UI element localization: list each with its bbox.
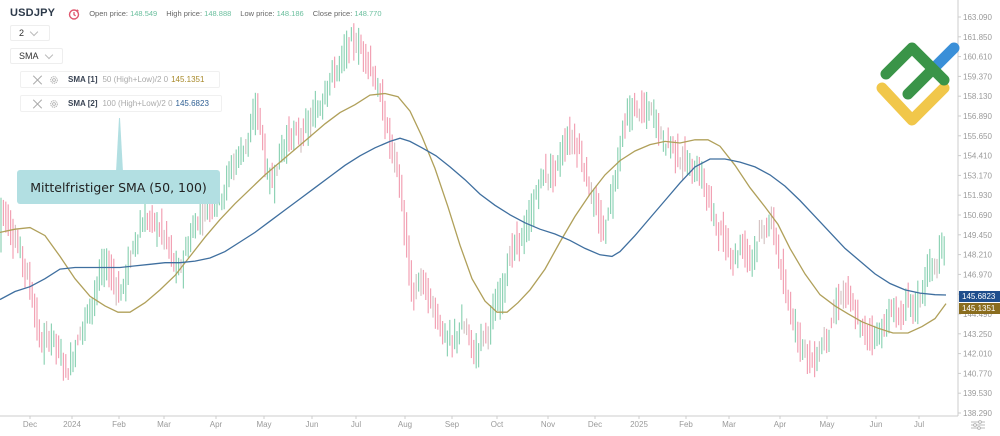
gear-icon[interactable]: [49, 99, 59, 109]
x-tick-label: Oct: [491, 420, 504, 429]
indicator-name: SMA [2]: [68, 99, 98, 108]
y-tick-label: 146.970: [963, 270, 992, 279]
sma50-price-tag: 145.1351: [959, 303, 1000, 314]
indicator-row-sma1: SMA [1] 50 (High+Low)/2 0 145.1351: [20, 71, 220, 88]
y-tick-label: 158.130: [963, 92, 992, 101]
x-tick-label: May: [256, 420, 271, 429]
x-tick-label: Apr: [774, 420, 787, 429]
remove-indicator-icon[interactable]: [33, 75, 43, 85]
brand-logo: [876, 42, 960, 126]
y-tick-label: 150.690: [963, 211, 992, 220]
indicator-type-value: SMA: [19, 51, 39, 61]
instrument-header: USDJPY Open price: 148.549 High price: 1…: [0, 0, 382, 26]
y-tick-label: 139.530: [963, 389, 992, 398]
low-price: Low price: 148.186: [240, 8, 304, 18]
x-tick-label: Feb: [679, 420, 693, 429]
y-tick-label: 163.090: [963, 13, 992, 22]
annotation-callout: Mittelfristiger SMA (50, 100): [17, 170, 220, 204]
remove-indicator-icon[interactable]: [33, 99, 43, 109]
indicator-value: 145.1351: [171, 75, 205, 84]
sma100-line: [0, 137, 947, 301]
x-tick-label: 2024: [63, 420, 81, 429]
x-tick-label: Sep: [445, 420, 460, 429]
x-tick-label: Nov: [541, 420, 555, 429]
indicator-count-select[interactable]: 2: [10, 25, 50, 41]
x-tick-label: Feb: [112, 420, 126, 429]
callout-pointer: [116, 118, 123, 172]
clock-icon[interactable]: [68, 7, 80, 20]
close-price: Close price: 148.770: [312, 8, 382, 18]
y-tick-label: 144.490: [963, 310, 992, 319]
x-tick-label: Dec: [23, 420, 37, 429]
chart-settings-icon[interactable]: [970, 418, 986, 430]
indicator-params: 100 (High+Low)/2 0: [102, 99, 173, 108]
high-price: High price: 148.888: [166, 8, 232, 18]
x-tick-label: Dec: [588, 420, 602, 429]
y-tick-label: 161.850: [963, 33, 992, 42]
x-tick-label: Jul: [351, 420, 361, 429]
x-tick-label: 2025: [630, 420, 648, 429]
x-tick-label: Apr: [210, 420, 223, 429]
y-tick-label: 142.010: [963, 350, 992, 359]
y-tick-label: 153.170: [963, 171, 992, 180]
x-tick-label: Jul: [914, 420, 924, 429]
y-tick-label: 160.610: [963, 53, 992, 62]
indicator-row-sma2: SMA [2] 100 (High+Low)/2 0 145.6823: [20, 95, 222, 112]
y-tick-label: 148.210: [963, 251, 992, 260]
y-tick-label: 143.250: [963, 330, 992, 339]
indicator-count-value: 2: [19, 28, 25, 38]
chevron-down-icon: [29, 27, 39, 36]
indicator-type-select[interactable]: SMA: [10, 48, 63, 64]
x-tick-label: May: [819, 420, 834, 429]
x-tick-label: Aug: [398, 420, 412, 429]
y-tick-label: 159.370: [963, 72, 992, 81]
x-tick-label: Mar: [722, 420, 736, 429]
indicator-params: 50 (High+Low)/2 0: [102, 75, 169, 84]
y-tick-label: 149.450: [963, 231, 992, 240]
y-tick-label: 151.930: [963, 191, 992, 200]
y-tick-label: 140.770: [963, 369, 992, 378]
ohlc-bars: [0, 23, 945, 381]
y-tick-label: 138.290: [963, 409, 992, 418]
x-tick-label: Jun: [306, 420, 319, 429]
symbol-label: USDJPY: [10, 7, 56, 19]
x-tick-label: Mar: [157, 420, 171, 429]
open-price: Open price: 148.549: [89, 8, 158, 18]
indicator-name: SMA [1]: [68, 75, 98, 84]
y-tick-label: 154.410: [963, 152, 992, 161]
sma100-price-tag: 145.6823: [959, 291, 1000, 302]
y-tick-label: 156.890: [963, 112, 992, 121]
sma50-line: [0, 92, 947, 334]
y-tick-label: 155.650: [963, 132, 992, 141]
chevron-down-icon: [44, 50, 53, 59]
x-tick-label: Jun: [870, 420, 883, 429]
gear-icon[interactable]: [49, 75, 59, 85]
indicator-value: 145.6823: [175, 99, 209, 108]
